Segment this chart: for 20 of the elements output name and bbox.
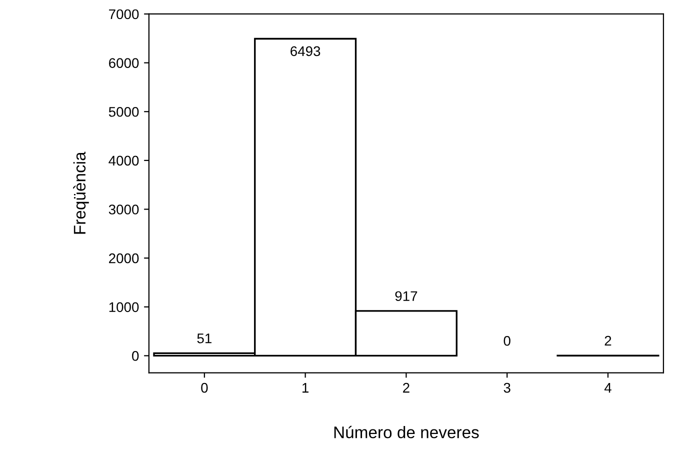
x-tick-label: 1 [302, 383, 308, 393]
data-label: 2 [604, 336, 612, 346]
x-axis-title: Número de neveres [334, 426, 479, 438]
data-label: 6493 [290, 46, 320, 56]
y-tick-label: 5000 [108, 106, 139, 117]
y-axis-title: Freqüència [73, 152, 89, 234]
y-tick-label: 2000 [109, 253, 139, 264]
data-label: 917 [395, 291, 418, 302]
y-tick-label: 4000 [108, 156, 139, 166]
y-tick-label: 6000 [109, 58, 139, 68]
y-tick-label: 0 [132, 351, 139, 361]
x-tick-label: 0 [201, 382, 208, 393]
data-label: 51 [197, 334, 212, 344]
x-tick-label: 2 [403, 382, 410, 393]
y-tick-label: 7000 [109, 9, 139, 20]
data-label: 0 [504, 336, 510, 346]
y-tick-label: 1000 [109, 302, 139, 312]
x-tick-label: 3 [504, 382, 510, 393]
x-tick-label: 4 [604, 383, 612, 393]
y-tick-label: 3000 [108, 204, 139, 214]
